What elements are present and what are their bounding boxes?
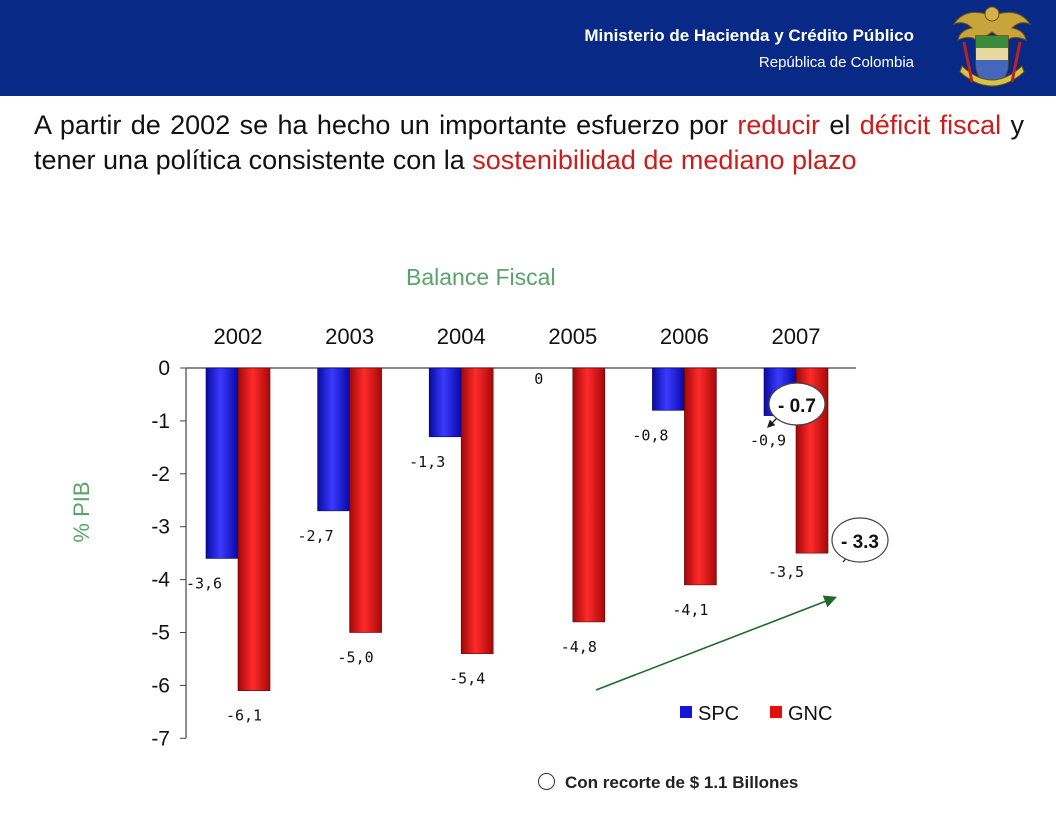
callout-label-gnc: - 3.3 <box>841 532 879 553</box>
data-label-spc: -1,3 <box>409 453 445 471</box>
x-tick-label: 2005 <box>548 324 597 349</box>
data-label-spc: -0,9 <box>750 432 786 450</box>
country-subtitle: República de Colombia <box>758 54 914 71</box>
data-label-gnc: -6,1 <box>226 707 262 725</box>
headline-highlight-reducir: reducir <box>737 110 820 140</box>
callout-bubble-gnc <box>831 517 889 563</box>
bar-gnc <box>684 367 717 586</box>
bar-spc <box>317 367 350 512</box>
x-tick-label: 2007 <box>772 324 821 349</box>
callout-label-spc: - 0.7 <box>778 396 816 417</box>
bar-gnc <box>460 367 494 654</box>
header-bar: Ministerio de Hacienda y Crédito Público… <box>0 0 1056 96</box>
headline-highlight-deficit: déficit fiscal <box>859 110 1002 140</box>
footnote-text: Con recorte de $ 1.1 Billones <box>565 773 799 792</box>
data-label-gnc: -5,0 <box>338 649 374 667</box>
ministry-title: Ministerio de Hacienda y Crédito Público <box>584 26 914 45</box>
data-label-gnc: -4,1 <box>672 601 708 619</box>
callout-bubble-spc <box>768 382 826 426</box>
data-label-gnc: -4,8 <box>561 638 597 656</box>
y-tick-label: 0 <box>158 357 170 380</box>
headline: A partir de 2002 se ha hecho un importan… <box>34 108 1024 178</box>
trend-arrow <box>595 595 837 691</box>
chart-title: Balance Fiscal <box>406 264 556 290</box>
y-tick-label: -3 <box>151 516 170 539</box>
data-label-gnc: -3,5 <box>768 563 804 581</box>
bar-gnc <box>349 367 382 633</box>
bar-spc <box>205 367 239 559</box>
data-label-spc: -2,7 <box>298 527 334 545</box>
y-tick-label: -4 <box>151 569 170 592</box>
y-tick-label: -7 <box>151 727 170 750</box>
legend-swatch-spc <box>680 706 692 718</box>
y-tick-label: -1 <box>151 410 170 433</box>
headline-text-1: A partir de 2002 se ha hecho un importan… <box>34 110 738 140</box>
legend-label-gnc: GNC <box>788 703 832 725</box>
y-tick-label: -2 <box>151 463 170 486</box>
x-tick-label: 2003 <box>325 324 374 349</box>
y-tick-label: -6 <box>151 674 170 697</box>
bar-spc <box>652 367 685 411</box>
x-tick-label: 2004 <box>437 324 486 349</box>
headline-text-3: y tener una política consistente con la <box>34 110 1024 175</box>
data-label-spc: -3,6 <box>186 574 222 592</box>
bar-gnc <box>237 367 271 691</box>
bar-spc <box>428 367 462 438</box>
y-tick-label: -5 <box>151 622 170 645</box>
headline-highlight-sostenibilidad: sostenibilidad de mediano plazo <box>472 145 857 175</box>
footnote: Con recorte de $ 1.1 Billones <box>538 773 798 793</box>
bar-gnc <box>572 367 606 623</box>
coat-of-arms-icon <box>952 6 1032 87</box>
bullet-circle-icon <box>538 773 555 790</box>
data-label-gnc: -5,4 <box>449 670 485 688</box>
data-label-spc: 0 <box>534 370 543 388</box>
x-tick-label: 2002 <box>214 324 263 349</box>
headline-text-2: el <box>819 110 860 140</box>
data-label-spc: -0,8 <box>632 426 668 444</box>
legend-label-spc: SPC <box>698 703 739 725</box>
legend-swatch-gnc <box>770 706 782 718</box>
x-tick-label: 2006 <box>660 324 709 349</box>
